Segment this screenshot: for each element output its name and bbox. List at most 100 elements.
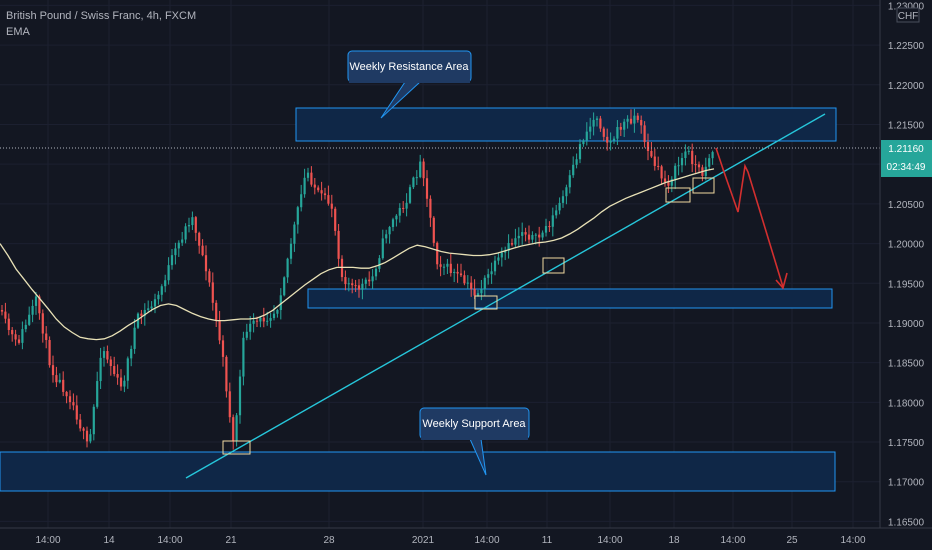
- candle-body: [711, 152, 714, 159]
- touch-box: [665, 187, 691, 203]
- price-tick: 1.18500: [888, 359, 925, 370]
- candle-body: [167, 265, 170, 281]
- candle-body: [694, 164, 697, 166]
- candle-body: [242, 337, 245, 377]
- candle-body: [198, 232, 201, 246]
- candle-body: [524, 232, 527, 235]
- candle-body: [208, 271, 211, 283]
- candle-body: [619, 127, 622, 130]
- candle-body: [293, 224, 296, 244]
- candle-body: [504, 250, 507, 253]
- candle-body: [483, 277, 486, 290]
- candle-body: [470, 282, 473, 289]
- price-tick: 1.17000: [888, 478, 925, 489]
- candle-body: [72, 402, 75, 406]
- candle-body: [45, 333, 48, 340]
- candle-body: [225, 356, 228, 392]
- trendline[interactable]: [185, 113, 826, 479]
- candle-body: [255, 320, 259, 322]
- candle-body: [130, 348, 133, 359]
- candle-body: [174, 248, 177, 256]
- candle-body: [351, 283, 354, 286]
- candle-body: [317, 187, 320, 191]
- current-price: 1.21160: [888, 144, 924, 155]
- touch-box: [542, 257, 565, 274]
- candle-body: [361, 283, 364, 290]
- candle-body: [442, 266, 446, 268]
- candle-body: [218, 320, 221, 341]
- candle-body: [252, 320, 255, 324]
- resistance-label: Weekly Resistance Area: [349, 61, 469, 73]
- candle-body: [378, 258, 381, 269]
- candle-body: [697, 164, 701, 168]
- candle-body: [548, 226, 551, 228]
- price-axis[interactable]: 1.230001.225001.220001.215001.210001.205…: [879, 0, 932, 528]
- time-tick: 2021: [412, 535, 435, 546]
- support-zone-mid[interactable]: [307, 288, 833, 309]
- candle-body: [191, 217, 194, 226]
- candle-body: [99, 357, 102, 382]
- time-tick: 14: [103, 535, 115, 546]
- touch-boxes: [222, 177, 715, 455]
- candle-body: [626, 118, 629, 122]
- time-tick: 25: [786, 535, 798, 546]
- resistance-zone[interactable]: [295, 107, 837, 142]
- candle-body: [106, 351, 109, 360]
- time-tick: 28: [323, 535, 335, 546]
- time-axis[interactable]: 14:00 14 14:00 21 28 2021 14:00 11 14:00 18 14:00 2…: [0, 527, 932, 550]
- candle-body: [34, 296, 38, 306]
- support-callout[interactable]: Weekly Support Area: [419, 407, 530, 476]
- candle-body: [21, 329, 24, 343]
- candle-body: [96, 381, 99, 407]
- candle-body: [334, 208, 337, 231]
- candle-body: [436, 242, 439, 265]
- candle-body: [147, 308, 150, 310]
- candle-body: [405, 202, 408, 209]
- candle-body: [391, 219, 395, 228]
- candle-body: [636, 115, 639, 120]
- candle-body: [684, 151, 687, 159]
- candle-body: [541, 232, 544, 238]
- candle-body: [164, 280, 167, 287]
- candle-body: [653, 156, 656, 166]
- candle-body: [507, 243, 510, 251]
- price-tick: 1.21500: [888, 120, 925, 131]
- candle-body: [58, 379, 61, 383]
- candle-body: [170, 255, 174, 266]
- candle-body: [238, 376, 242, 416]
- candle-body: [133, 327, 136, 349]
- candle-body: [368, 279, 371, 282]
- candle-body: [65, 391, 68, 397]
- price-tick: 1.22000: [888, 81, 925, 92]
- projection-arrow: [715, 147, 788, 290]
- candle-body: [303, 177, 306, 195]
- candle-body: [555, 210, 558, 216]
- time-tick: 21: [225, 535, 237, 546]
- price-tick: 1.22500: [888, 41, 925, 52]
- resistance-callout[interactable]: Weekly Resistance Area: [347, 50, 472, 119]
- candle-body: [531, 235, 534, 240]
- candle-body: [429, 198, 432, 218]
- candle-body: [371, 276, 374, 282]
- candle-body: [157, 294, 160, 300]
- candle-body: [354, 285, 357, 287]
- candle-body: [181, 239, 184, 243]
- candle-body: [68, 396, 72, 403]
- time-tick: 14:00: [597, 535, 622, 546]
- candle-body: [337, 230, 340, 259]
- candle-body: [493, 260, 497, 272]
- candle-body: [449, 263, 452, 274]
- candle-body: [150, 306, 153, 309]
- candle-body: [657, 165, 660, 167]
- support-zone-weekly[interactable]: [0, 451, 836, 492]
- candle-body: [592, 119, 595, 127]
- candle-body: [565, 187, 568, 197]
- candle-body: [48, 339, 51, 366]
- candle-body: [544, 226, 548, 233]
- candle-body: [221, 340, 225, 357]
- candle-body: [561, 196, 565, 203]
- candle-body: [459, 273, 463, 276]
- candle-body: [439, 264, 442, 267]
- candle-body: [419, 161, 422, 178]
